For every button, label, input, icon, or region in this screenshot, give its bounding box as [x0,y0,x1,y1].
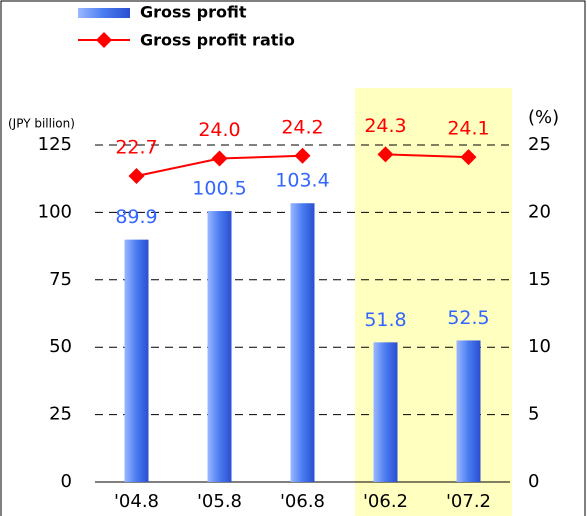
y2-tick-label: 0 [528,471,539,492]
x-tick-label: '07.2 [446,491,491,512]
y2-tick-label: 15 [528,269,551,290]
legend-swatch [78,8,130,18]
ratio-marker [460,149,477,166]
y2-axis-label: (%) [528,107,559,128]
bar-value-label: 51.8 [364,309,406,331]
ratio-marker [128,168,145,185]
bar [373,342,398,482]
x-tick-label: '05.8 [197,491,242,512]
y-tick-label: 100 [38,201,72,222]
y-axis-label: (JPY billion) [8,117,75,131]
ratio-value-label: 22.7 [115,137,157,159]
bar-value-label: 100.5 [192,178,246,200]
ratio-line [385,153,469,159]
ratio-value-label: 24.0 [198,119,240,141]
y2-tick-label: 20 [528,201,551,222]
bar-value-label: 89.9 [115,206,157,228]
ratio-marker [294,147,311,164]
y-tick-label: 75 [49,269,72,290]
y-tick-label: 25 [49,404,72,425]
y-tick-label: 50 [49,336,72,357]
legend-label: Gross profit ratio [140,31,295,50]
legend-marker [96,32,112,48]
x-tick-label: '06.2 [363,491,408,512]
y-tick-label: 0 [61,471,72,492]
ratio-marker [211,150,228,167]
bar [456,340,481,482]
bar [124,239,149,482]
y2-tick-label: 5 [528,404,539,425]
legend-label: Gross profit [140,3,247,22]
ratio-value-label: 24.3 [364,115,406,137]
y-tick-label: 125 [38,134,72,155]
bar-value-label: 103.4 [275,170,329,192]
x-tick-label: '06.8 [280,491,325,512]
ratio-value-label: 24.2 [281,116,323,138]
ratio-value-label: 24.1 [447,118,489,140]
ratio-marker [377,146,394,163]
x-tick-label: '04.8 [114,491,159,512]
bar [290,203,315,483]
bar-value-label: 52.5 [447,307,489,329]
y2-tick-label: 25 [528,134,551,155]
y2-tick-label: 10 [528,336,551,357]
bar [207,211,232,482]
